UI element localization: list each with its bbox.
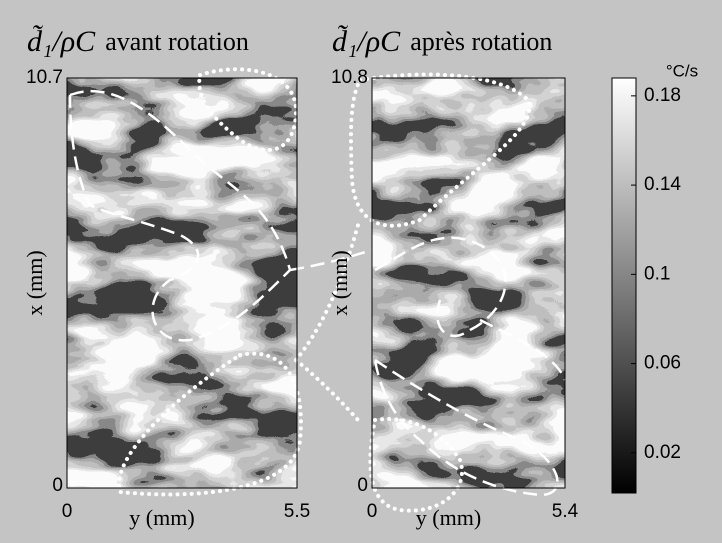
y-axis-label: x (mm) — [327, 250, 352, 315]
x-tick-label: 0 — [62, 501, 73, 522]
colorbar-tick-label: 0.18 — [644, 85, 681, 106]
panel-title: d̃₁/ρC après rotation — [332, 25, 552, 58]
y-axis-label: x (mm) — [22, 250, 47, 315]
y-tick-label: 10.7 — [26, 67, 63, 88]
y-tick-label: 0 — [357, 475, 368, 496]
contour-field — [67, 78, 297, 488]
annotations — [68, 67, 567, 513]
colorbar-tick-label: 0.14 — [644, 174, 681, 195]
panel-title-text: avant rotation — [105, 27, 249, 56]
plot-frame — [66, 77, 298, 489]
contour-field — [372, 78, 565, 488]
y-tick-label: 10.8 — [331, 67, 368, 88]
colorbar-tick-label: 0.06 — [644, 353, 681, 374]
colorbar-tick-label: 0.1 — [644, 263, 670, 284]
panel-title-text: après rotation — [410, 27, 552, 56]
x-tick-label: 5.5 — [284, 501, 310, 522]
panel-title: d̃₁/ρC avant rotation — [27, 25, 249, 58]
x-axis-label: y (mm) — [129, 505, 194, 530]
plot-frame — [371, 77, 566, 489]
y-tick-label: 0 — [52, 475, 63, 496]
title-symbol: d̃₁/ρC — [27, 25, 96, 58]
colorbar-unit: °C/s — [666, 61, 698, 80]
x-tick-label: 5.4 — [552, 501, 579, 522]
x-tick-label: 0 — [367, 501, 378, 522]
x-axis-label: y (mm) — [416, 505, 481, 530]
colorbar — [611, 77, 637, 494]
title-symbol: d̃₁/ρC — [332, 25, 401, 58]
colorbar-tick-label: 0.02 — [644, 442, 681, 463]
